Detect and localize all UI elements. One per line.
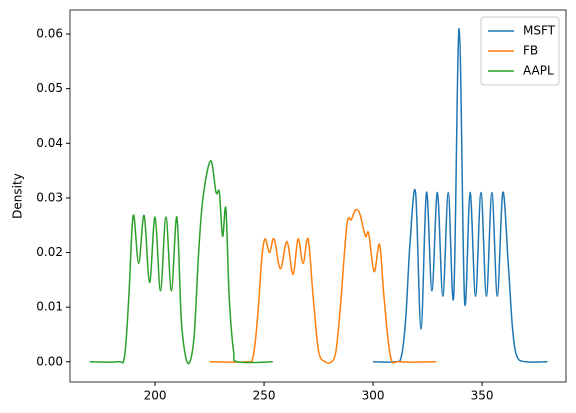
y-tick-label: 0.06 [36,27,63,41]
line-series [209,208,437,364]
x-tick-label: 250 [253,389,276,403]
line-series [89,160,273,365]
y-tick-label: 0.05 [36,81,63,95]
y-tick-label: 0.04 [36,136,63,150]
line-series [373,27,548,363]
legend-label: MSFT [523,24,556,38]
y-axis-label: Density [11,173,25,219]
legend-box [480,16,560,86]
y-tick-label: 0.02 [36,245,63,259]
legend-label: AAPL [523,64,554,78]
legend-label: FB [523,44,538,58]
x-tick-label: 350 [471,389,494,403]
plot-frame [69,9,567,383]
y-tick-label: 0.01 [36,300,63,314]
x-tick-label: 200 [144,389,167,403]
y-tick-label: 0.00 [36,354,63,368]
y-tick-label: 0.03 [36,190,63,204]
x-tick-label: 300 [362,389,385,403]
